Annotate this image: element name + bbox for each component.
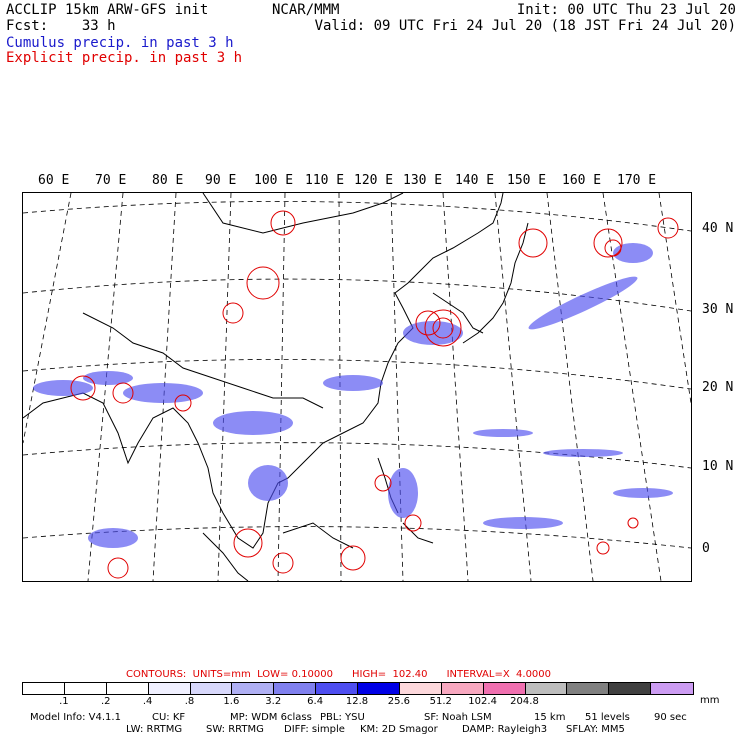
lat-label: 10 N xyxy=(702,459,734,474)
lon-label: 140 E xyxy=(455,173,495,188)
valid-time: Valid: 09 UTC Fri 24 Jul 20 (18 JST Fri … xyxy=(314,18,736,34)
colorbar-tick-label: 12.8 xyxy=(345,696,369,707)
cumulus-legend: Cumulus precip. in past 3 h xyxy=(6,35,234,51)
lon-label: 130 E xyxy=(403,173,443,188)
precip-map xyxy=(22,192,692,582)
colorbar-tick-label: 102.4 xyxy=(468,696,497,707)
contours-info: CONTOURS: UNITS=mm LOW= 0.10000 HIGH= 10… xyxy=(126,669,552,680)
colorbar-tick-label: 6.4 xyxy=(307,696,324,707)
lon-label: 60 E xyxy=(38,173,70,188)
colorbar-box xyxy=(232,683,275,694)
lw-scheme: LW: RRTMG xyxy=(126,724,183,735)
diff-scheme: DIFF: simple xyxy=(284,724,345,735)
model-title: ACCLIP 15km ARW-GFS init xyxy=(6,2,209,18)
colorbar-box xyxy=(148,683,191,694)
mindanao-coast xyxy=(402,522,434,544)
pbl-scheme: PBL: YSU xyxy=(320,712,365,723)
graticule xyxy=(22,192,692,582)
sumatra-coast xyxy=(202,532,249,582)
colorbar-box xyxy=(609,683,652,694)
grid-resolution: 15 km xyxy=(534,712,566,723)
sw-scheme: SW: RRTMG xyxy=(206,724,264,735)
himalaya-border xyxy=(82,312,324,409)
lon-line xyxy=(494,192,532,582)
lon-line xyxy=(277,192,286,582)
lon-label: 170 E xyxy=(617,173,657,188)
lat-label: 20 N xyxy=(702,380,734,395)
colorbar-tick-label: 3.2 xyxy=(265,696,282,707)
colorbar-box xyxy=(399,683,442,694)
lon-line xyxy=(546,192,594,582)
colorbar-box xyxy=(23,683,65,694)
lat-line-20n xyxy=(22,359,692,390)
vertical-levels: 51 levels xyxy=(585,712,630,723)
colorbar-box xyxy=(483,683,526,694)
forecast-hour: Fcst: 33 h xyxy=(6,18,116,34)
lon-line xyxy=(87,192,124,582)
korea-coast xyxy=(432,292,484,334)
colorbar-box xyxy=(274,683,317,694)
lat-line-40n xyxy=(22,201,692,232)
mongolia-border xyxy=(202,192,404,234)
init-time: Init: 00 UTC Thu 23 Jul 20 xyxy=(516,2,736,18)
lon-line xyxy=(602,192,662,582)
mp-scheme: MP: WDM 6class xyxy=(230,712,312,723)
lon-label: 70 E xyxy=(95,173,127,188)
sflay-scheme: SFLAY: MM5 xyxy=(566,724,625,735)
borneo-coast xyxy=(282,522,354,549)
coastlines xyxy=(22,192,529,582)
timestep: 90 sec xyxy=(654,712,687,723)
lat-line-30n xyxy=(22,278,692,312)
lat-label: 0 xyxy=(702,541,710,556)
colorbar-tick-label: .4 xyxy=(142,696,153,707)
map-canvas xyxy=(22,192,692,582)
explicit-precip xyxy=(70,210,679,579)
lat-line-10n xyxy=(22,442,692,469)
colorbar-box xyxy=(190,683,233,694)
colorbar-box xyxy=(651,683,693,694)
lon-label: 160 E xyxy=(562,173,602,188)
japan-coast xyxy=(462,222,529,344)
colorbar-tick-label: .1 xyxy=(59,696,69,707)
model-version: Model Info: V4.1.1 xyxy=(30,712,121,723)
lon-label: 100 E xyxy=(254,173,294,188)
km-scheme: KM: 2D Smagor xyxy=(360,724,438,735)
lat-label: 30 N xyxy=(702,302,734,317)
lon-line xyxy=(22,192,72,444)
lon-line xyxy=(390,192,404,582)
damp-scheme: DAMP: Rayleigh3 xyxy=(462,724,548,735)
colorbar-tick-label: 51.2 xyxy=(429,696,452,707)
lon-label: 120 E xyxy=(354,173,394,188)
lon-line xyxy=(152,192,177,582)
lon-line xyxy=(338,192,342,582)
lon-label: 90 E xyxy=(205,173,237,188)
lon-label: 110 E xyxy=(305,173,345,188)
colorbar-box xyxy=(64,683,107,694)
colorbar-box xyxy=(441,683,484,694)
cu-scheme: CU: KF xyxy=(152,712,186,723)
explicit-legend: Explicit precip. in past 3 h xyxy=(6,50,243,66)
colorbar-box xyxy=(525,683,568,694)
lon-label: 80 E xyxy=(152,173,184,188)
colorbar-tick-label: .8 xyxy=(184,696,195,707)
colorbar xyxy=(22,682,694,695)
sf-scheme: SF: Noah LSM xyxy=(424,712,492,723)
cumulus-precip xyxy=(33,243,673,548)
lat-label: 40 N xyxy=(702,221,734,236)
colorbar-tick-label: 204.8 xyxy=(510,696,539,707)
lon-label: 150 E xyxy=(507,173,547,188)
colorbar-tick-label: 25.6 xyxy=(387,696,411,707)
lon-line xyxy=(217,192,232,582)
colorbar-box xyxy=(106,683,149,694)
colorbar-box xyxy=(567,683,610,694)
colorbar-box xyxy=(358,683,400,694)
colorbar-unit: mm xyxy=(700,695,720,706)
org-label: NCAR/MMM xyxy=(272,2,340,18)
colorbar-tick-label: .2 xyxy=(100,696,111,707)
lon-line xyxy=(658,192,692,404)
lon-line xyxy=(442,192,469,582)
colorbar-box xyxy=(316,683,358,694)
colorbar-tick-label: 1.6 xyxy=(223,696,240,707)
